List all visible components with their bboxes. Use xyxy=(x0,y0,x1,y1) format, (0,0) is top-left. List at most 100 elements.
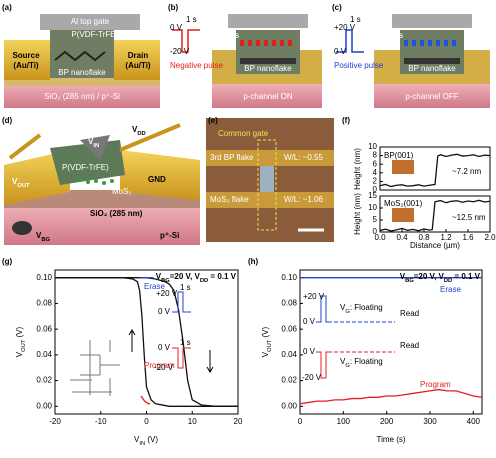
label: Read xyxy=(400,309,419,318)
y-tick-label: 0.04 xyxy=(281,350,297,359)
x-axis-label: VIN (V) xyxy=(134,435,158,446)
label: 0 V xyxy=(303,347,316,356)
label-part: V xyxy=(340,357,346,366)
x-tick-label: 10 xyxy=(188,417,197,426)
label-part: V xyxy=(12,177,18,186)
x-tick-label: 2.0 xyxy=(484,233,496,242)
x-tick-label: 0.0 xyxy=(374,233,386,242)
label: Source xyxy=(12,51,40,60)
x-axis-label: Time (s) xyxy=(376,435,405,444)
y-tick-label: 0 xyxy=(373,227,378,236)
pulse xyxy=(172,291,191,313)
y-tick-label: 0.02 xyxy=(281,376,297,385)
annotation-part: BG xyxy=(161,278,170,284)
x-tick-label: 0.8 xyxy=(418,233,430,242)
label-part: DD xyxy=(137,131,145,137)
label: p⁺-Si xyxy=(160,231,179,240)
annotation: Program xyxy=(420,380,451,389)
panel-label: (g) xyxy=(2,257,13,266)
y-tick-label: 0.00 xyxy=(281,401,297,410)
annotation-part: = 0.1 V xyxy=(208,272,236,281)
schematic-b xyxy=(172,14,322,108)
arrow xyxy=(128,329,136,352)
x-tick-label: 300 xyxy=(423,417,437,426)
y-axis-label: Height (nm) xyxy=(353,193,362,235)
label: +20 V xyxy=(156,289,178,298)
panel-label: (e) xyxy=(208,116,218,125)
label: ~12.5 nm xyxy=(452,213,486,222)
label: 0 V xyxy=(158,343,171,352)
label: VG: Floating xyxy=(340,303,383,314)
label: +20 V xyxy=(334,23,356,32)
label: 3rd BP flake xyxy=(210,153,254,162)
x-axis-label: Distance (µm) xyxy=(410,241,460,250)
label-part: V xyxy=(340,303,346,312)
annotation: VBG=20 V, VDD = 0.1 V xyxy=(400,272,481,283)
micrograph-e xyxy=(206,118,334,242)
y-tick-label: 2 xyxy=(373,177,378,186)
x-tick-label: -10 xyxy=(95,417,107,426)
label: SiO₂ (285 nm) xyxy=(90,209,143,218)
label-part: IN xyxy=(93,143,99,149)
label-part: G xyxy=(345,363,350,369)
y-tick-label: 0 xyxy=(373,185,378,194)
label: 1 s xyxy=(180,283,191,292)
x-tick-label: 1.6 xyxy=(462,233,474,242)
annotation-part: =20 V, V xyxy=(414,272,445,281)
afm-inset xyxy=(392,160,414,174)
label: VDD xyxy=(132,125,146,136)
label: -20 V xyxy=(302,373,322,382)
data-line xyxy=(299,388,483,405)
label: -20 V xyxy=(154,363,174,372)
label: Drain xyxy=(128,51,149,60)
label: 0 V xyxy=(303,317,316,326)
data-line xyxy=(379,199,491,232)
annotation-part: = 0.1 V xyxy=(452,272,480,281)
schematic-c xyxy=(336,14,490,108)
x-tick-label: 20 xyxy=(234,417,243,426)
y-tick-label: 0.08 xyxy=(36,299,52,308)
y-axis-label-part: V xyxy=(261,351,270,357)
label: BP nanoflake xyxy=(58,68,106,77)
y-tick-label: 0.04 xyxy=(36,350,52,359)
x-tick-label: 100 xyxy=(337,417,351,426)
schematic-a xyxy=(4,14,160,108)
annotation-part: DD xyxy=(444,278,452,284)
label-part: V xyxy=(132,125,138,134)
label: Common gate xyxy=(218,129,269,138)
label: BP nanoflake xyxy=(408,64,456,73)
data-line xyxy=(55,277,238,407)
panel-label: (h) xyxy=(248,257,259,266)
annotation-part: =20 V, V xyxy=(170,272,201,281)
annotation: VBG=20 V, VDD = 0.1 V xyxy=(156,272,237,283)
label: Read xyxy=(400,341,419,350)
label-part: V xyxy=(36,231,42,240)
label: 0 V xyxy=(170,23,183,32)
x-axis-label-part: (V) xyxy=(145,435,158,444)
y-tick-label: 0.00 xyxy=(36,401,52,410)
annotation: Erase xyxy=(440,285,461,294)
x-axis-label-part: IN xyxy=(139,441,145,447)
x-tick-label: 200 xyxy=(380,417,394,426)
y-tick-label: 4 xyxy=(373,168,378,177)
label: MoS₂ flake xyxy=(210,195,249,204)
panel-label: (d) xyxy=(2,116,13,125)
label: W/L: ~1.06 xyxy=(284,195,323,204)
y-tick-label: 5 xyxy=(373,215,378,224)
label: +20 V xyxy=(303,292,325,301)
y-tick-label: 0.08 xyxy=(281,299,297,308)
label: VBG xyxy=(36,231,50,242)
y-axis-label-part: (V) xyxy=(15,326,24,339)
panel-label: (f) xyxy=(342,116,350,125)
label: holes xyxy=(220,31,239,40)
label: -20 V xyxy=(170,47,190,56)
label-part: : Floating xyxy=(350,303,383,312)
x-tick-label: 0 xyxy=(144,417,149,426)
y-tick-label: 0.10 xyxy=(281,273,297,282)
label: 0 V xyxy=(158,307,171,316)
panel-label: (c) xyxy=(332,3,342,12)
x-tick-label: 1.2 xyxy=(440,233,452,242)
label: GND xyxy=(148,175,166,184)
annotation-part: BG xyxy=(405,278,414,284)
